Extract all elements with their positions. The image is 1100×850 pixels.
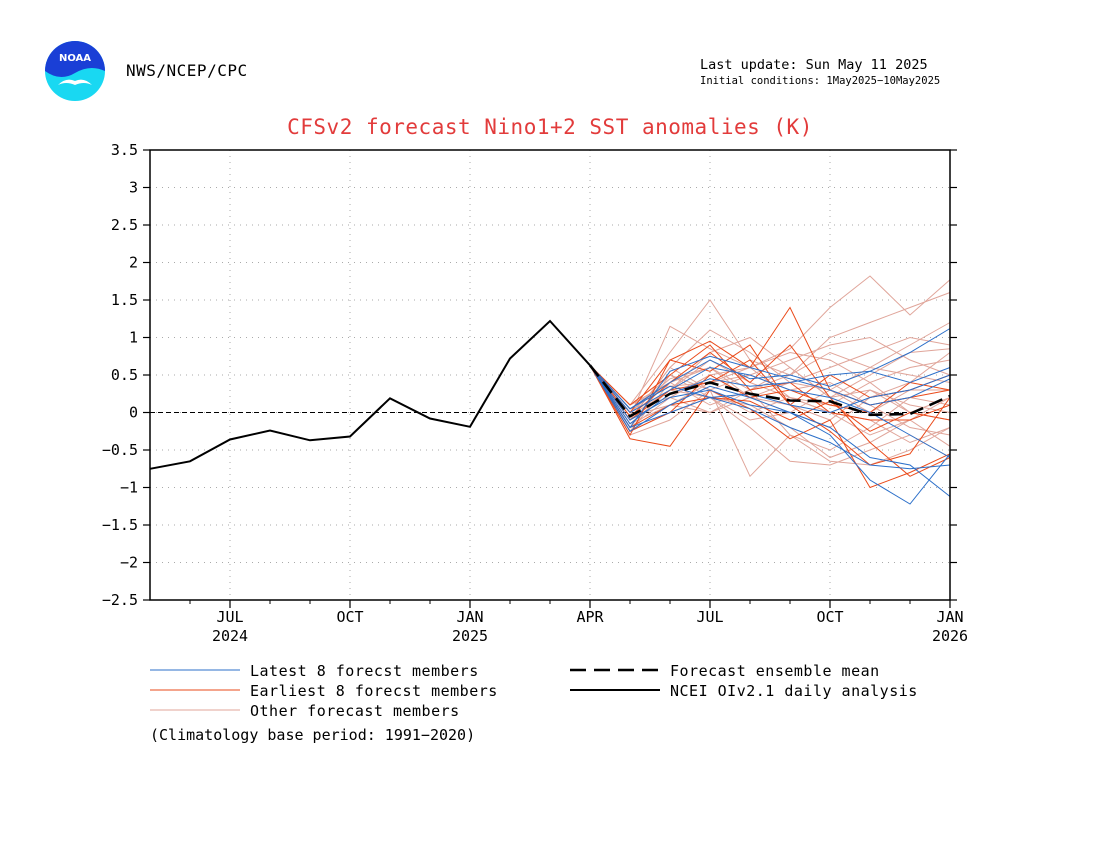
logo-text: NOAA <box>59 53 91 64</box>
ensemble-mean-layer <box>588 364 951 418</box>
other-members-layer <box>589 275 951 478</box>
x-tick-label: JAN <box>456 608 483 626</box>
other-member-line <box>589 336 951 421</box>
x-tick-label: OCT <box>816 608 843 626</box>
legend-label-earliest: Earliest 8 forecst members <box>250 682 498 700</box>
x-tick-year-label: 2024 <box>212 627 248 645</box>
latest-member-line <box>589 365 951 497</box>
analysis-layer <box>149 319 591 470</box>
y-tick-label: 1 <box>129 329 138 347</box>
y-tick-label: 2 <box>129 254 138 272</box>
noaa-logo: NOAA <box>44 40 106 102</box>
earliest-member-line <box>589 344 951 466</box>
legend-label-ensemble-mean: Forecast ensemble mean <box>670 662 880 680</box>
y-axis-ticks: −2.5 −2 −1.5 −1 −0.5 0 0.5 1 1.5 2 2.5 3 3.5 <box>102 141 957 609</box>
agency-label: NWS/NCEP/CPC <box>126 61 248 80</box>
y-tick-label: −1.5 <box>102 516 138 534</box>
y-tick-label: −1 <box>120 479 138 497</box>
x-tick-label: APR <box>576 608 604 626</box>
latest-member-line <box>589 364 951 414</box>
initial-conditions-text: Initial conditions: 1May2025−10May2025 <box>700 75 941 87</box>
earliest-member-line <box>589 365 951 489</box>
analysis-line <box>149 319 591 470</box>
y-tick-label: 3 <box>129 179 138 197</box>
earliest-member-line <box>589 344 951 421</box>
latest-member-line <box>589 355 951 429</box>
earliest-member-line <box>589 365 951 432</box>
other-member-line <box>589 275 951 418</box>
y-tick-label: −0.5 <box>102 441 138 459</box>
x-tick-year-label: 2025 <box>452 627 488 645</box>
x-tick-label: JUL <box>696 608 723 626</box>
y-tick-label: 2.5 <box>111 216 138 234</box>
latest-member-line <box>589 365 951 425</box>
legend: Latest 8 forecst members Earliest 8 forec… <box>150 662 918 720</box>
last-update-text: Last update: Sun May 11 2025 <box>700 57 928 73</box>
legend-label-other: Other forecast members <box>250 702 460 720</box>
legend-label-analysis: NCEI OIv2.1 daily analysis <box>670 682 918 700</box>
earliest-member-line <box>589 365 951 432</box>
y-tick-label: 0 <box>129 404 138 422</box>
y-tick-label: −2 <box>120 554 138 572</box>
logo-seagull <box>58 79 92 85</box>
latest-member-line <box>589 365 951 470</box>
ensemble-mean-line <box>588 364 951 418</box>
y-tick-label: −2.5 <box>102 591 138 609</box>
y-tick-label: 1.5 <box>111 291 138 309</box>
latest-members-layer <box>589 328 951 505</box>
y-tick-label: 0.5 <box>111 366 138 384</box>
latest-member-line <box>589 364 951 458</box>
logo-upper-half <box>45 41 105 78</box>
legend-label-latest: Latest 8 forecst members <box>250 662 479 680</box>
y-tick-label: 3.5 <box>111 141 138 159</box>
latest-member-line <box>589 328 951 410</box>
x-tick-label: OCT <box>336 608 363 626</box>
x-tick-label: JUL <box>216 608 243 626</box>
chart-title: CFSv2 forecast Nino1+2 SST anomalies (K) <box>287 115 813 139</box>
other-member-line <box>589 351 951 429</box>
climatology-note: (Climatology base period: 1991−2020) <box>150 726 476 744</box>
x-tick-label: JAN <box>936 608 963 626</box>
x-tick-year-label: 2026 <box>932 627 968 645</box>
